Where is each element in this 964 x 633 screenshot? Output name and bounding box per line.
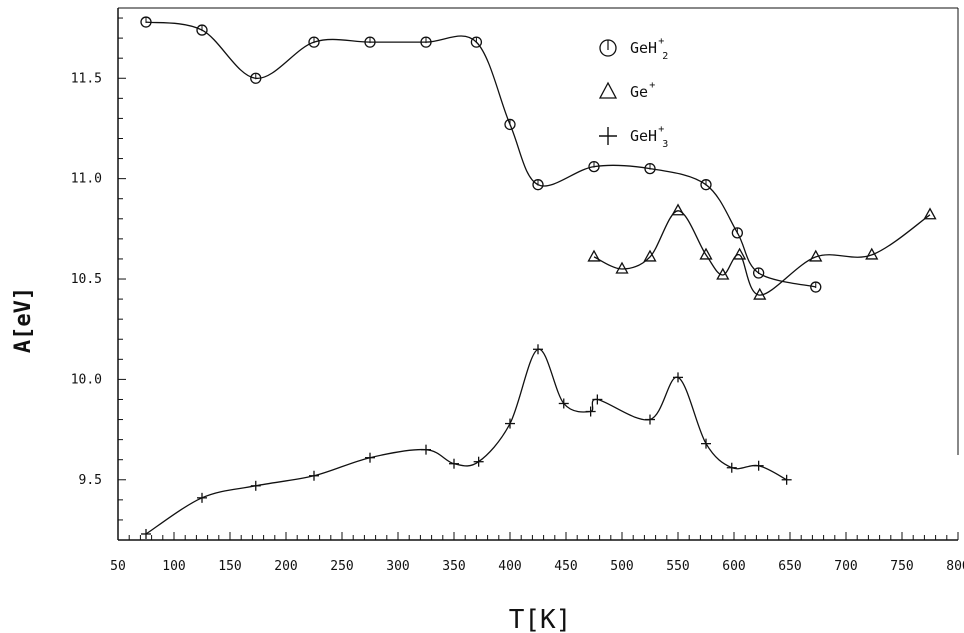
triangle-marker (753, 287, 767, 300)
triangle-marker (615, 261, 629, 274)
y-tick-label: 10.0 (71, 372, 102, 387)
x-tick-label: 100 (162, 559, 185, 574)
legend-label: GeH (630, 39, 657, 57)
x-tick-label: 350 (442, 559, 465, 574)
legend-item-triangle: Ge + (598, 80, 655, 101)
legend-label: GeH (630, 127, 657, 145)
series-plus (141, 344, 792, 539)
x-tick-label: 650 (778, 559, 801, 574)
series-triangle (587, 203, 937, 300)
legend-label-sup: + (658, 124, 664, 135)
legend-item-circle: GeH +2 (599, 36, 668, 62)
legend-label: Ge (630, 83, 648, 101)
triangle-marker (716, 267, 730, 280)
triangle-marker (733, 247, 747, 260)
triangle-marker (643, 249, 657, 262)
legend-label-sup: + (649, 80, 655, 91)
legend-triangle-marker (598, 81, 618, 99)
y-axis-title: A[eV] (11, 287, 36, 353)
series-line-triangle (593, 210, 931, 296)
triangle-marker (809, 249, 823, 262)
x-axis-title: T[K] (509, 605, 572, 633)
legend-label-sub: 2 (662, 51, 668, 62)
triangle-marker (699, 247, 713, 260)
x-tick-label: 50 (110, 559, 126, 574)
legend: GeH +2Ge +GeH +3 (598, 36, 668, 150)
x-tick-label: 300 (386, 559, 409, 574)
x-tick-label: 700 (834, 559, 857, 574)
x-tick-label: 400 (498, 559, 521, 574)
series-line-circle (145, 21, 816, 288)
x-tick-label: 500 (610, 559, 633, 574)
x-tick-label: 800 (946, 559, 964, 574)
axes: 50 100 150 200 250 300 350 400 450 500 550 600 650 70… (71, 7, 964, 574)
triangle-marker (923, 207, 937, 220)
x-tick-label: 600 (722, 559, 745, 574)
series-line-plus (145, 348, 787, 535)
y-tick-label: 11.5 (71, 71, 102, 86)
x-tick-label: 250 (330, 559, 353, 574)
legend-item-plus: GeH +3 (599, 124, 668, 150)
plot-series (140, 16, 937, 539)
triangle-marker (671, 203, 685, 216)
triangle-marker (587, 249, 601, 262)
x-tick-label: 550 (666, 559, 689, 574)
x-tick-label: 150 (218, 559, 241, 574)
x-tick-label: 450 (554, 559, 577, 574)
x-tick-label: 200 (274, 559, 297, 574)
y-tick-label: 9.5 (79, 473, 102, 488)
legend-label-sup: + (658, 36, 664, 47)
y-tick-label: 11.0 (71, 172, 102, 187)
legend-label-sub: 3 (662, 139, 668, 150)
x-tick-label: 750 (890, 559, 913, 574)
triangle-marker (865, 247, 879, 260)
series-circle (140, 16, 822, 293)
y-tick-label: 10.5 (71, 272, 102, 287)
